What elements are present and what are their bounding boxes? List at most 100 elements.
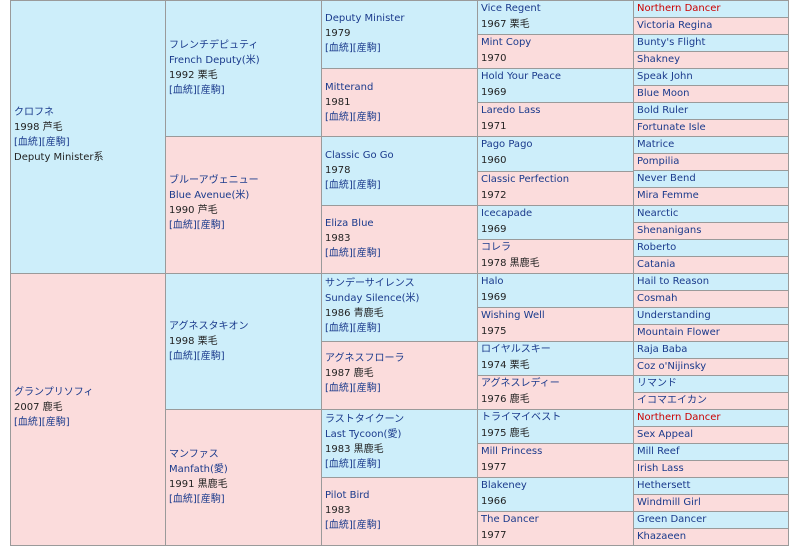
dam-links[interactable]: [血統][産駒] — [14, 417, 70, 428]
gen5-cell: Mountain Flower — [633, 324, 789, 342]
horse-name[interactable]: Green Dancer — [637, 514, 707, 525]
horse-name[interactable]: Khazaeen — [637, 531, 687, 542]
horse-name[interactable]: Never Bend — [637, 173, 696, 184]
horse-name[interactable]: Northern Dancer — [637, 3, 721, 14]
horse-links[interactable]: [血統][産駒] — [169, 220, 225, 231]
horse-name[interactable]: Blue Moon — [637, 88, 690, 99]
sire-name[interactable]: クロフネ — [14, 107, 54, 118]
horse-name-ja[interactable]: フレンチデピュティ — [169, 40, 259, 51]
horse-links[interactable]: [血統][産駒] — [325, 43, 381, 54]
horse-name-en[interactable]: Sunday Silence(米) — [325, 293, 420, 304]
gen2-cell: ブルーアヴェニュー Blue Avenue(米) 1990 芦毛 [血統][産駒… — [165, 136, 322, 274]
horse-links[interactable]: [血統][産駒] — [325, 520, 381, 531]
horse-name-ja[interactable]: ブルーアヴェニュー — [169, 175, 259, 186]
horse-name[interactable]: Bunty's Flight — [637, 37, 706, 48]
horse-links[interactable]: [血統][産駒] — [325, 459, 381, 470]
horse-name[interactable]: Wishing Well — [481, 310, 545, 321]
horse-name-en[interactable]: Blue Avenue(米) — [169, 190, 250, 201]
horse-links[interactable]: [血統][産駒] — [169, 494, 225, 505]
horse-name[interactable]: コレラ — [481, 242, 511, 253]
gen4-cell: Mint Copy 1970 — [477, 34, 634, 69]
horse-name[interactable]: Understanding — [637, 310, 711, 321]
horse-name[interactable]: Mint Copy — [481, 37, 532, 48]
horse-name[interactable]: Mountain Flower — [637, 327, 720, 338]
horse-links[interactable]: [血統][産駒] — [169, 351, 225, 362]
horse-name[interactable]: Shenanigans — [637, 225, 702, 236]
gen5-cell: Shenanigans — [633, 222, 789, 240]
horse-name[interactable]: Cosmah — [637, 293, 678, 304]
horse-name[interactable]: The Dancer — [481, 514, 539, 525]
horse-name[interactable]: Mill Reef — [637, 446, 680, 457]
horse-name[interactable]: Mill Princess — [481, 446, 543, 457]
gen5-cell: Blue Moon — [633, 85, 789, 103]
horse-name[interactable]: Catania — [637, 259, 676, 270]
horse-name-en[interactable]: French Deputy(米) — [169, 55, 260, 66]
horse-name[interactable]: Sex Appeal — [637, 429, 694, 440]
horse-name[interactable]: Halo — [481, 276, 504, 287]
horse-name[interactable]: Pompilia — [637, 156, 680, 167]
gen4-cell: Classic Perfection 1972 — [477, 171, 634, 206]
gen4-cell: Icecapade 1969 — [477, 205, 634, 240]
horse-links[interactable]: [血統][産駒] — [169, 85, 225, 96]
horse-name[interactable]: Laredo Lass — [481, 105, 541, 116]
horse-name[interactable]: Mitterand — [325, 82, 374, 93]
horse-name[interactable]: Mira Femme — [637, 190, 699, 201]
gen4-cell: Hold Your Peace 1969 — [477, 68, 634, 103]
horse-name[interactable]: アグネスフローラ — [325, 353, 405, 364]
horse-name[interactable]: Victoria Regina — [637, 20, 713, 31]
horse-name[interactable]: Deputy Minister — [325, 13, 405, 24]
horse-year: 1975 鹿毛 — [481, 428, 530, 439]
horse-name[interactable]: Bold Ruler — [637, 105, 689, 116]
horse-name[interactable]: Shakney — [637, 54, 681, 65]
horse-name[interactable]: リマンド — [637, 378, 677, 389]
horse-name-en[interactable]: Last Tycoon(愛) — [325, 429, 402, 440]
gen3-cell: Mitterand 1981 [血統][産駒] — [321, 68, 478, 137]
horse-links[interactable]: [血統][産駒] — [325, 383, 381, 394]
horse-name[interactable]: Irish Lass — [637, 463, 684, 474]
horse-name[interactable]: Matrice — [637, 139, 675, 150]
horse-year: 1975 — [481, 326, 507, 337]
horse-name[interactable]: Hail to Reason — [637, 276, 710, 287]
gen5-cell: Hail to Reason — [633, 273, 789, 291]
horse-name[interactable]: Eliza Blue — [325, 218, 374, 229]
horse-name[interactable]: Classic Go Go — [325, 150, 394, 161]
horse-year: 1969 — [481, 292, 507, 303]
sire-links[interactable]: [血統][産駒] — [14, 137, 70, 148]
horse-name[interactable]: Hethersett — [637, 480, 691, 491]
horse-year: 1967 栗毛 — [481, 19, 530, 30]
horse-year: 1983 黒鹿毛 — [325, 444, 384, 455]
horse-name[interactable]: アグネスレディー — [481, 378, 560, 389]
dam-name[interactable]: グランプリソフィ — [14, 387, 94, 398]
horse-links[interactable]: [血統][産駒] — [325, 180, 381, 191]
horse-name[interactable]: Vice Regent — [481, 3, 541, 14]
horse-name[interactable]: Pilot Bird — [325, 490, 370, 501]
horse-name[interactable]: トライマイベスト — [481, 412, 562, 423]
gen5-cell: Irish Lass — [633, 460, 789, 478]
horse-name[interactable]: Pago Pago — [481, 139, 533, 150]
horse-name[interactable]: Raja Baba — [637, 344, 688, 355]
horse-name[interactable]: Hold Your Peace — [481, 71, 562, 82]
horse-name[interactable]: Northern Dancer — [637, 412, 721, 423]
horse-year: 1979 — [325, 28, 351, 39]
horse-name[interactable]: イコマエイカン — [637, 395, 707, 406]
horse-name-ja[interactable]: マンファス — [169, 449, 219, 460]
horse-name[interactable]: Blakeney — [481, 480, 527, 491]
horse-name[interactable]: Windmill Girl — [637, 497, 701, 508]
horse-links[interactable]: [血統][産駒] — [325, 112, 381, 123]
horse-name[interactable]: Nearctic — [637, 208, 679, 219]
gen5-cell: Pompilia — [633, 153, 789, 171]
gen3-cell: Pilot Bird 1983 [血統][産駒] — [321, 477, 478, 546]
horse-name[interactable]: Classic Perfection — [481, 174, 570, 185]
horse-name[interactable]: サンデーサイレンス — [325, 278, 415, 289]
horse-name[interactable]: Icecapade — [481, 208, 533, 219]
horse-links[interactable]: [血統][産駒] — [325, 248, 381, 259]
horse-name[interactable]: ロイヤルスキー — [481, 344, 551, 355]
horse-name[interactable]: Roberto — [637, 242, 677, 253]
horse-name[interactable]: Fortunate Isle — [637, 122, 706, 133]
horse-name[interactable]: ラストタイクーン — [325, 414, 405, 425]
horse-links[interactable]: [血統][産駒] — [325, 323, 381, 334]
horse-name-ja[interactable]: アグネスタキオン — [169, 321, 249, 332]
horse-name[interactable]: Coz o'Nijinsky — [637, 361, 707, 372]
horse-name[interactable]: Speak John — [637, 71, 693, 82]
horse-name-en[interactable]: Manfath(愛) — [169, 464, 228, 475]
